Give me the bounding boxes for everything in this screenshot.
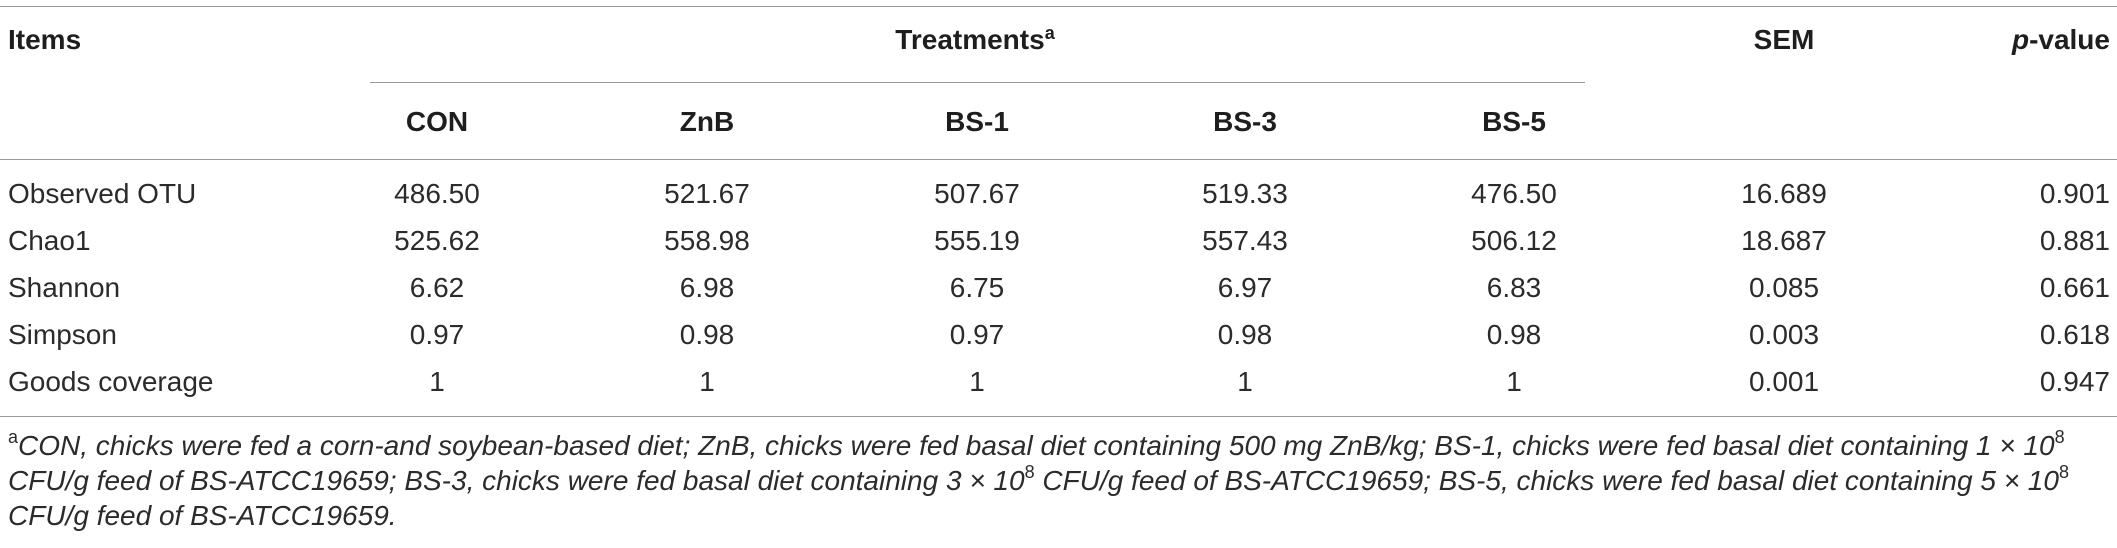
table-cell: 525.62 xyxy=(394,225,480,256)
table-cell: 0.97 xyxy=(409,319,465,350)
header-p-value: p-value xyxy=(2011,24,2110,55)
table-cell: 0.98 xyxy=(1217,319,1273,350)
table-cell: 1 xyxy=(1506,366,1522,397)
footnote-line-1: aCON, chicks were fed a corn-and soybean… xyxy=(8,427,2065,461)
table-row-label: Goods coverage xyxy=(8,366,214,397)
table-cell: 6.83 xyxy=(1486,272,1542,303)
table-cell: 555.19 xyxy=(934,225,1020,256)
table-bottom-rule xyxy=(0,416,2117,417)
footnote-line-2: CFU/g feed of BS-ATCC19659; BS-3, chicks… xyxy=(8,462,2069,496)
header-group-bs3: BS-3 xyxy=(1213,106,1277,137)
table-cell: 519.33 xyxy=(1202,178,1288,209)
table-cell: 521.67 xyxy=(664,178,750,209)
table-cell-sem: 18.687 xyxy=(1741,225,1827,256)
treatments-underline-rule xyxy=(370,82,1585,83)
table-cell-p: 0.901 xyxy=(2039,178,2110,209)
table-cell: 0.97 xyxy=(949,319,1005,350)
header-group-znb: ZnB xyxy=(679,106,735,137)
table-cell: 557.43 xyxy=(1202,225,1288,256)
table-cell-p: 0.947 xyxy=(2039,366,2110,397)
table-cell: 1 xyxy=(429,366,445,397)
table-cell-p: 0.618 xyxy=(2039,319,2110,350)
table-row-label: Observed OTU xyxy=(8,178,197,209)
table-cell-sem: 16.689 xyxy=(1741,178,1827,209)
table-cell: 558.98 xyxy=(664,225,750,256)
header-group-bs1: BS-1 xyxy=(945,106,1009,137)
table-cell-p: 0.881 xyxy=(2039,225,2110,256)
header-sem: SEM xyxy=(1753,24,1815,55)
table-cell: 6.98 xyxy=(679,272,735,303)
table-top-rule xyxy=(0,6,2117,7)
table-row-label: Shannon xyxy=(8,272,121,303)
table-cell-sem: 0.085 xyxy=(1748,272,1820,303)
table-row-label: Simpson xyxy=(8,319,117,350)
table-cell: 6.75 xyxy=(949,272,1005,303)
table-cell: 1 xyxy=(699,366,715,397)
table-cell: 507.67 xyxy=(934,178,1020,209)
table-cell-sem: 0.001 xyxy=(1748,366,1820,397)
header-group-con: CON xyxy=(405,106,469,137)
table-cell: 0.98 xyxy=(1486,319,1542,350)
table-cell: 506.12 xyxy=(1471,225,1557,256)
table-cell: 6.62 xyxy=(409,272,465,303)
header-items: Items xyxy=(8,24,82,55)
header-group-bs5: BS-5 xyxy=(1482,106,1546,137)
table-cell: 486.50 xyxy=(394,178,480,209)
table-header-rule xyxy=(0,159,2117,160)
table-cell: 1 xyxy=(969,366,985,397)
table-row-label: Chao1 xyxy=(8,225,91,256)
table-cell: 0.98 xyxy=(679,319,735,350)
table-cell-p: 0.661 xyxy=(2039,272,2110,303)
table-footnote: aCON, chicks were fed a corn-and soybean… xyxy=(8,428,2108,533)
table-cell-sem: 0.003 xyxy=(1748,319,1820,350)
table-cell: 6.97 xyxy=(1217,272,1273,303)
table-cell: 1 xyxy=(1237,366,1253,397)
footnote-line-3: CFU/g feed of BS-ATCC19659. xyxy=(8,500,397,531)
header-treatments: Treatmentsa xyxy=(895,23,1055,55)
table-cell: 476.50 xyxy=(1471,178,1557,209)
